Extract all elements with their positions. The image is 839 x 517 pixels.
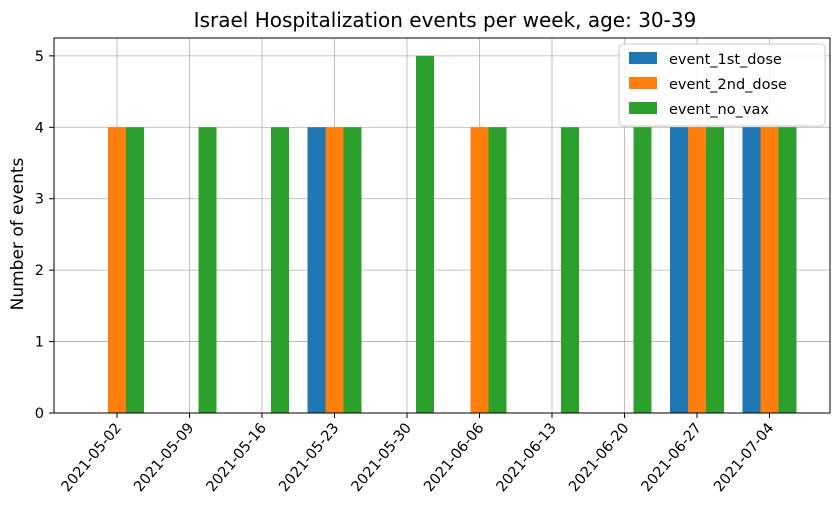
y-tick-label: 5 — [35, 49, 44, 65]
legend-swatch-event_2nd_dose — [629, 77, 657, 89]
x-tick-label: 2021-05-09 — [131, 420, 197, 495]
bar-event_1st_dose-2021-06-27 — [670, 127, 688, 414]
legend-label-event_no_vax: event_no_vax — [669, 102, 769, 118]
x-tick-label: 2021-05-23 — [276, 420, 342, 495]
y-tick-label: 4 — [35, 120, 44, 136]
legend: event_1st_dose event_2nd_dose event_no_vax — [618, 43, 826, 127]
x-tick-label: 2021-06-27 — [639, 420, 705, 495]
y-tick-label: 0 — [35, 406, 44, 422]
bar-event_2nd_dose-2021-05-02 — [108, 127, 126, 414]
bar-event_2nd_dose-2021-05-23 — [325, 127, 344, 414]
bar-event_no_vax-2021-05-30 — [416, 55, 434, 413]
x-tick-label: 2021-05-02 — [59, 420, 125, 495]
bar-event_1st_dose-2021-07-04 — [742, 127, 761, 414]
bar-event_2nd_dose-2021-06-27 — [688, 127, 706, 414]
bar-event_no_vax-2021-06-13 — [561, 127, 579, 414]
bar-event_no_vax-2021-05-02 — [126, 127, 144, 414]
bar-event_2nd_dose-2021-07-04 — [760, 127, 779, 414]
plot-frame — [53, 37, 831, 414]
legend-label-event_1st_dose: event_1st_dose — [669, 52, 782, 68]
bar-event_no_vax-2021-06-20 — [633, 127, 652, 414]
bar-event_no_vax-2021-07-04 — [778, 127, 797, 414]
x-tick-label: 2021-05-30 — [349, 420, 415, 495]
bar-event_no_vax-2021-05-16 — [271, 127, 289, 414]
y-tick-label: 3 — [35, 192, 44, 208]
y-axis-label: Number of events — [8, 157, 28, 310]
bar-event_no_vax-2021-05-23 — [343, 127, 362, 414]
legend-swatch-event_1st_dose — [629, 52, 657, 64]
y-tick-label: 2 — [35, 263, 44, 279]
x-tick-label: 2021-06-20 — [566, 420, 632, 495]
legend-box — [618, 43, 826, 127]
bar-event_1st_dose-2021-05-23 — [307, 127, 326, 414]
x-tick-label: 2021-06-13 — [494, 420, 560, 495]
bar-event_no_vax-2021-05-09 — [198, 127, 217, 414]
bars — [108, 55, 797, 414]
legend-swatch-event_no_vax — [629, 102, 657, 114]
x-tick-label: 2021-05-16 — [204, 420, 270, 495]
y-tick-label: 1 — [35, 335, 44, 351]
legend-label-event_2nd_dose: event_2nd_dose — [669, 77, 787, 93]
chart-title: Israel Hospitalization events per week, … — [194, 8, 697, 32]
bar-event_no_vax-2021-06-06 — [488, 127, 507, 414]
x-tick-label: 2021-06-06 — [421, 420, 487, 495]
x-tick-label: 2021-07-04 — [711, 420, 777, 495]
bar-event_no_vax-2021-06-27 — [706, 127, 724, 414]
bar-event_2nd_dose-2021-06-06 — [470, 127, 489, 414]
